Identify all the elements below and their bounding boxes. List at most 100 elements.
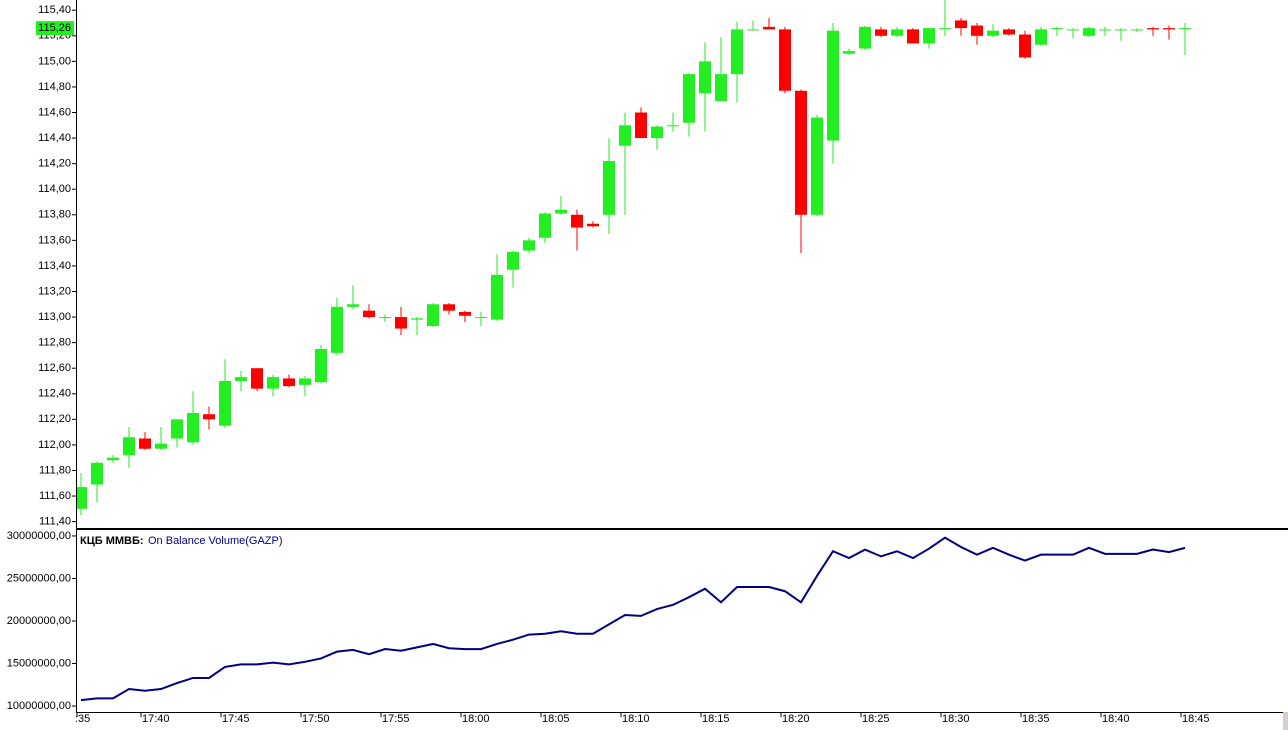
y-tick-label: 112,40 [38,388,71,400]
x-tick-label: 17:55 [382,713,410,725]
y-tick-label: 112,60 [38,362,71,374]
candle-body [715,74,727,101]
candle-body [347,304,359,307]
candle-body [539,213,551,238]
candle-body [251,368,263,389]
candle-body [1035,29,1047,45]
candle-body [203,414,215,420]
y-tick-label: 112,80 [38,337,71,349]
y-tick-label: 111,60 [39,490,71,502]
x-tick-label: 17:40 [142,713,170,725]
candle-body [811,117,823,215]
y-tick-label: 30000000,00 [7,530,71,542]
candle-body [667,125,679,127]
candle-body [379,317,391,319]
candle-body [555,209,567,214]
x-tick-label: 18:20 [782,713,810,725]
y-tick-label: 114,40 [38,132,71,144]
candle-body [91,462,103,485]
candle-body [651,126,663,139]
candle-body [795,90,807,215]
candle-body [363,310,375,318]
y-tick-label: 112,20 [38,413,71,425]
candle-body [235,377,247,381]
candle-body [77,487,87,509]
candle-body [763,26,775,30]
candle-body [491,274,503,320]
y-tick-label: 115,00 [38,55,71,67]
x-tick-label: 18:25 [862,713,890,725]
candle-body [1131,29,1143,31]
candle-body [923,28,935,44]
y-tick-label: 114,80 [38,81,71,93]
candle-body [523,240,535,251]
candle-body [747,29,759,31]
candle-body [891,29,903,36]
candle-body [907,29,919,44]
x-tick-label: 18:45 [1182,713,1210,725]
candle-body [107,457,119,461]
candle-body [1147,28,1159,30]
candle-body [699,61,711,94]
candle-body [955,20,967,29]
candle-body [603,161,615,215]
candle-body [731,29,743,75]
y-tick-label: 111,40 [39,516,71,528]
candle-body [1179,28,1191,30]
candle-body [299,378,311,385]
y-tick-label: 115,40 [38,4,71,16]
candle-body [779,29,791,91]
last-price-marker [36,21,74,36]
candle-body [123,437,135,456]
candle-body [187,412,199,443]
candle-body [267,377,279,389]
y-tick-label: 10000000,00 [7,700,71,712]
candle-body [219,380,231,426]
x-tick-label: 18:10 [622,713,650,725]
candle-body [171,419,183,439]
candle-body [619,125,631,146]
x-tick-label: :35 [75,713,90,725]
candle-body [683,74,695,123]
candle-body [507,251,519,270]
y-tick-label: 113,40 [38,260,71,272]
y-tick-label: 113,60 [38,234,71,246]
panel-title: On Balance Volume(GAZP) [148,535,283,547]
y-tick-label: 111,80 [39,464,71,476]
candle-body [139,438,151,449]
candle-body [155,443,167,449]
y-tick-label: 25000000,00 [7,572,71,584]
candle-body [443,304,455,311]
y-tick-label: 112,00 [38,439,71,451]
candle-body [987,30,999,36]
y-tick-label: 113,00 [38,311,71,323]
y-tick-label: 114,00 [38,183,71,195]
candle-body [843,51,855,54]
y-tick-label: 20000000,00 [7,615,71,627]
y-tick-label: 15000000,00 [7,657,71,669]
candle-body [459,311,471,316]
candle-body [827,30,839,141]
candle-body [571,214,583,228]
candle-body [1003,29,1015,35]
x-tick-label: 18:15 [702,713,730,725]
candle-body [1115,29,1127,31]
x-tick-label: 18:00 [462,713,490,725]
panel-source: КЦБ ММВБ: [80,535,144,547]
obv-line [80,536,1186,702]
candle-body [395,317,407,329]
plot-area [77,0,1191,702]
candle-body [411,318,423,320]
x-tick-label: 18:05 [542,713,570,725]
candle-body [1051,28,1063,30]
candle-body [939,28,951,30]
candle-body [1083,28,1095,36]
x-tick-label: 17:45 [222,713,250,725]
corner [1283,712,1288,730]
candle-body [635,112,647,139]
candle-body [331,306,343,353]
candle-body [283,378,295,387]
